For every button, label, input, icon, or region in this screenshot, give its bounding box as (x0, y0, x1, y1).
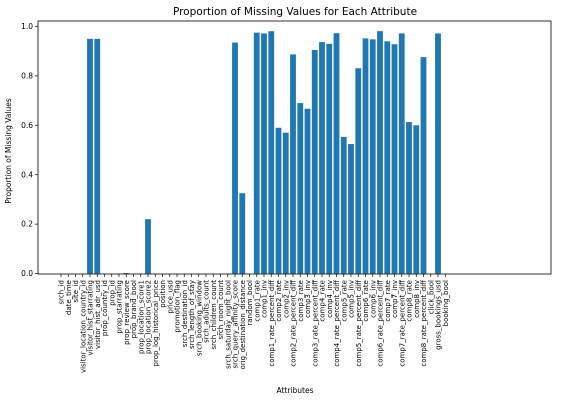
x-tick-label: comp4_rate (319, 280, 327, 322)
x-tick-label: comp6_rate (362, 280, 370, 322)
x-tick-label: comp2_rate (275, 280, 283, 322)
bar-gross-bookings-usd (435, 33, 441, 274)
bar-orig-destination-distance (239, 193, 246, 274)
bar-comp7-rate (384, 41, 391, 274)
x-tick-label: srch_destination_id (181, 280, 189, 347)
x-tick-label: prop_review_score (123, 280, 131, 345)
x-tick-label: comp1_rate (253, 280, 261, 322)
bar-srch-query-affinity-score (232, 42, 238, 274)
x-tick-label: comp8_rate_percent_diff (420, 280, 428, 367)
bar-comp2-rate (275, 127, 282, 274)
y-tick-label: 0.6 (21, 121, 33, 130)
bar-comp6-rate (362, 38, 369, 274)
bar-comp2-inv (282, 132, 289, 274)
bar-comp6-rate-percent-diff (377, 31, 383, 274)
x-tick-label: comp8_inv (413, 280, 421, 318)
x-tick-label: comp4_inv (326, 280, 334, 318)
x-tick-label: comp3_rate (297, 280, 305, 322)
bar-comp4-inv (326, 43, 333, 274)
y-tick-label: 1.0 (21, 22, 33, 31)
chart-title: Proportion of Missing Values for Each At… (173, 6, 417, 18)
x-tick-label: prop_starrating (116, 280, 124, 334)
x-tick-label: site_id (72, 280, 80, 303)
x-tick-label: click_bool (427, 280, 435, 314)
x-tick-label: price_usd (166, 280, 174, 313)
bar-visitor-hist-adr-usd (94, 38, 101, 274)
y-tick-label: 0.2 (21, 220, 33, 229)
x-tick-label: srch_length_of_stay (188, 280, 196, 349)
x-tick-label: prop_country_id (101, 280, 109, 336)
bar-comp8-rate-percent-diff (420, 57, 427, 274)
y-axis-label: Proportion of Missing Values (4, 98, 13, 204)
x-tick-label: prop_location_score2 (145, 280, 153, 354)
x-tick-label: orig_destination_distance (239, 280, 247, 369)
x-tick-label: comp5_rate (340, 280, 348, 322)
bar-comp3-rate-percent-diff (311, 49, 318, 274)
bar-comp2-rate-percent-diff (290, 54, 296, 274)
x-tick-label: gross_bookings_usd (435, 280, 443, 350)
x-tick-label: comp3_rate_percent_diff (311, 280, 319, 367)
x-tick-label: comp7_rate_percent_diff (398, 280, 406, 367)
y-ticks-group: 0.0 0.2 0.4 0.6 0.8 1.0 (21, 22, 38, 278)
x-tick-label: srch_children_count (210, 280, 218, 350)
x-tick-label: srch_query_affinity_score (232, 280, 240, 369)
x-tick-label: comp2_rate_percent_diff (290, 280, 298, 367)
x-tick-label: comp5_rate_percent_diff (355, 280, 363, 367)
bar-comp8-inv (413, 125, 420, 274)
x-tick-label: srch_id (58, 280, 66, 305)
x-tick-label: promotion_flag (174, 280, 182, 333)
plot-frame (37, 20, 552, 275)
bar-comp3-inv (304, 108, 311, 274)
x-tick-label: comp1_inv (261, 280, 269, 318)
bars-group (87, 31, 441, 274)
bar-visitor-hist-starrating (87, 38, 93, 274)
x-tick-label: comp7_inv (391, 280, 399, 318)
bar-comp7-rate-percent-diff (398, 33, 405, 274)
x-tick-label: comp7_rate (384, 280, 392, 322)
x-tick-label: comp6_rate_percent_diff (377, 280, 385, 367)
x-tick-label: comp3_inv (304, 280, 312, 318)
y-tick-label: 0.4 (21, 170, 33, 179)
bar-comp1-rate (253, 32, 260, 274)
bar-comp8-rate (406, 122, 412, 274)
x-tick-label: prop_log_historical_price (152, 280, 160, 366)
bar-comp1-inv (261, 33, 267, 274)
x-tick-label: comp5_inv (348, 280, 356, 318)
bar-comp6-inv (369, 39, 376, 274)
bar-comp5-inv (348, 144, 354, 274)
y-tick-label: 0.0 (21, 269, 33, 278)
bar-comp4-rate (319, 42, 325, 274)
bar-comp5-rate-percent-diff (355, 68, 362, 274)
bar-comp7-inv (391, 44, 398, 274)
x-tick-label: comp8_rate (406, 280, 414, 322)
bar-comp3-rate (297, 103, 304, 274)
bar-comp1-rate-percent-diff (268, 31, 275, 274)
bar-comp5-rate (340, 136, 347, 274)
x-tick-label: booking_bool (442, 280, 450, 326)
x-tick-label: srch_saturday_night_bool (224, 280, 232, 369)
x-tick-label: prop_id (108, 280, 116, 306)
bar-comp4-rate-percent-diff (333, 33, 340, 274)
x-tick-label: date_time (65, 280, 73, 315)
x-tick-label: visitor_hist_adr_usd (94, 280, 102, 349)
x-tick-label: srch_booking_window (195, 280, 203, 356)
x-tick-label: srch_adults_count (203, 280, 211, 343)
x-tick-label: random_bool (246, 280, 254, 326)
x-ticks-group: srch_id date_time site_id visitor_location_… (58, 274, 450, 373)
x-tick-label: srch_room_count (217, 280, 225, 340)
y-tick-label: 0.8 (21, 72, 33, 81)
bar-prop-location-score2 (145, 219, 151, 274)
x-tick-label: visitor_hist_starrating (87, 280, 95, 356)
x-tick-label: prop_brand_bool (130, 280, 138, 338)
x-tick-label: comp4_rate_percent_diff (333, 280, 341, 367)
x-tick-label: comp6_inv (369, 280, 377, 318)
x-tick-label: comp2_inv (282, 280, 290, 318)
x-tick-label: position (159, 280, 167, 308)
x-tick-label: visitor_location_country_id (79, 280, 87, 373)
x-tick-label: prop_location_score1 (137, 280, 145, 354)
x-tick-label: comp1_rate_percent_diff (268, 280, 276, 367)
x-axis-label: Attributes (276, 386, 313, 395)
